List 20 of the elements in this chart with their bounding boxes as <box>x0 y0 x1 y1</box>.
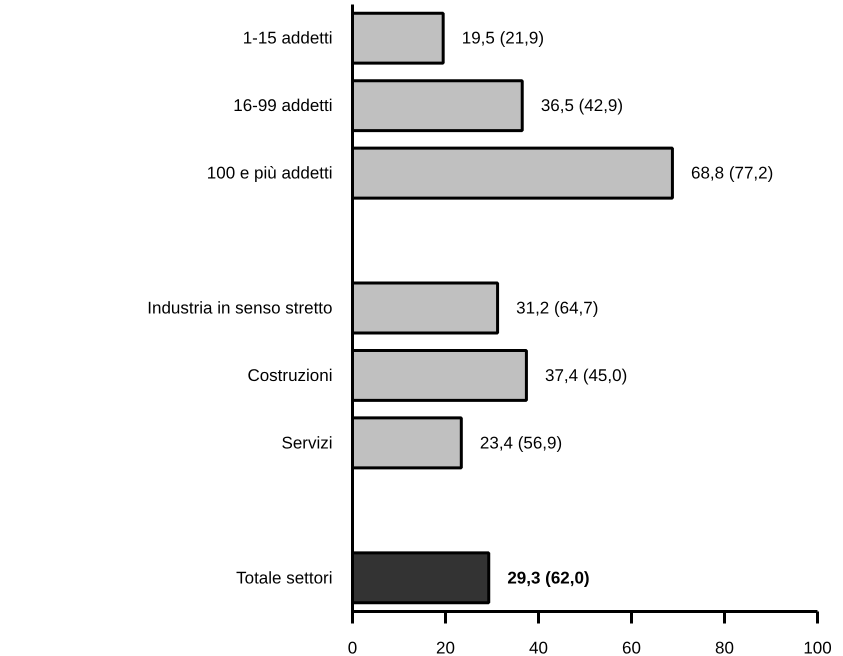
y-tick-label: Industria in senso stretto <box>147 298 333 318</box>
y-tick-label: Costruzioni <box>247 366 333 385</box>
x-tick-label: 40 <box>529 638 548 656</box>
data-label: 37,4 (45,0) <box>545 366 628 385</box>
data-label: 23,4 (56,9) <box>480 433 562 452</box>
y-tick-label: 1-15 addetti <box>242 28 333 48</box>
y-tick-label: Servizi <box>281 433 333 452</box>
x-tick-label: 60 <box>622 638 641 656</box>
y-tick-label: 100 e più addetti <box>206 164 333 183</box>
data-label: 19,5 (21,9) <box>462 28 544 48</box>
x-tick-label: 20 <box>436 638 455 656</box>
data-label: 31,2 (64,7) <box>516 298 598 318</box>
x-tick-label: 80 <box>715 638 734 656</box>
y-tick-label: 16-99 addetti <box>233 96 333 116</box>
data-label: 68,8 (77,2) <box>691 164 774 183</box>
x-tick-label: 0 <box>348 638 358 656</box>
x-tick-label: 100 <box>803 638 832 656</box>
data-label: 29,3 (62,0) <box>507 568 590 588</box>
data-label: 36,5 (42,9) <box>540 96 624 116</box>
y-tick-label: Totale settori <box>236 568 333 588</box>
